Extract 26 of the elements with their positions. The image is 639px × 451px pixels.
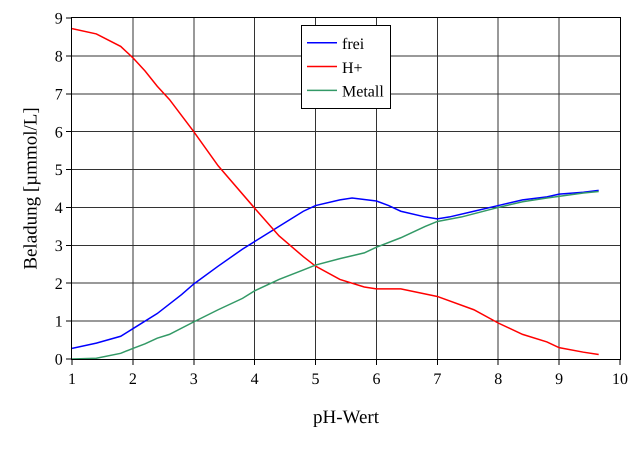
x-tick-label: 4 bbox=[250, 371, 259, 388]
y-tick-label: 8 bbox=[54, 48, 63, 66]
legend-label: frei bbox=[342, 36, 365, 53]
y-tick-label: 1 bbox=[54, 314, 63, 331]
x-tick-label: 8 bbox=[494, 371, 502, 388]
y-tick-label: 7 bbox=[54, 86, 63, 104]
y-tick-label: 3 bbox=[54, 238, 63, 255]
x-tick-label: 1 bbox=[68, 371, 76, 388]
line-series bbox=[72, 28, 600, 356]
x-tick-label: 9 bbox=[555, 371, 564, 388]
legend-label: H+ bbox=[342, 60, 363, 77]
y-tick-label: 9 bbox=[54, 10, 63, 28]
legend-label: Metall bbox=[342, 84, 384, 101]
y-tick-label: 4 bbox=[54, 200, 63, 218]
y-tick-label: 2 bbox=[54, 276, 63, 293]
x-tick-label: 5 bbox=[312, 371, 320, 388]
y-tick-label: 6 bbox=[54, 124, 63, 142]
x-axis-title: pH-Wert bbox=[313, 407, 380, 428]
y-tick-label: 5 bbox=[54, 162, 63, 180]
y-tick-label: 0 bbox=[54, 352, 63, 369]
x-tick-label: 10 bbox=[612, 371, 628, 388]
x-tick-label: 2 bbox=[128, 371, 137, 388]
y-axis-title: Beladung [µmmol/L] bbox=[20, 107, 42, 270]
x-tick-label: 6 bbox=[372, 371, 380, 388]
x-tick-label: 7 bbox=[433, 371, 442, 388]
x-tick-label: 3 bbox=[190, 371, 198, 388]
